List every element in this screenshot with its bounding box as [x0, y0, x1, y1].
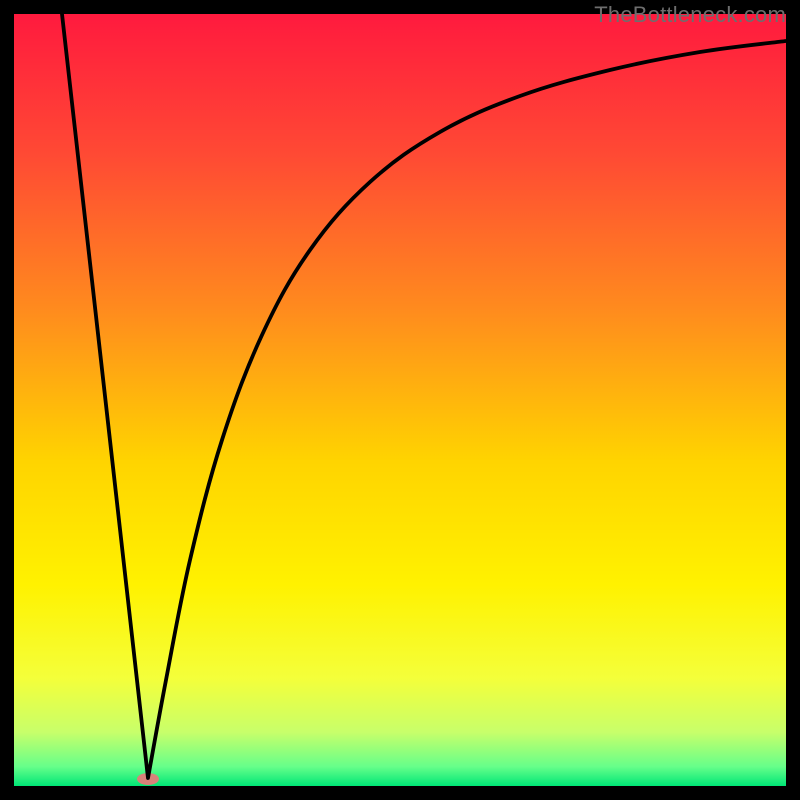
watermark-text: TheBottleneck.com	[594, 2, 786, 28]
gradient-background	[14, 14, 786, 786]
chart-svg	[0, 0, 800, 800]
bottleneck-chart: TheBottleneck.com	[0, 0, 800, 800]
